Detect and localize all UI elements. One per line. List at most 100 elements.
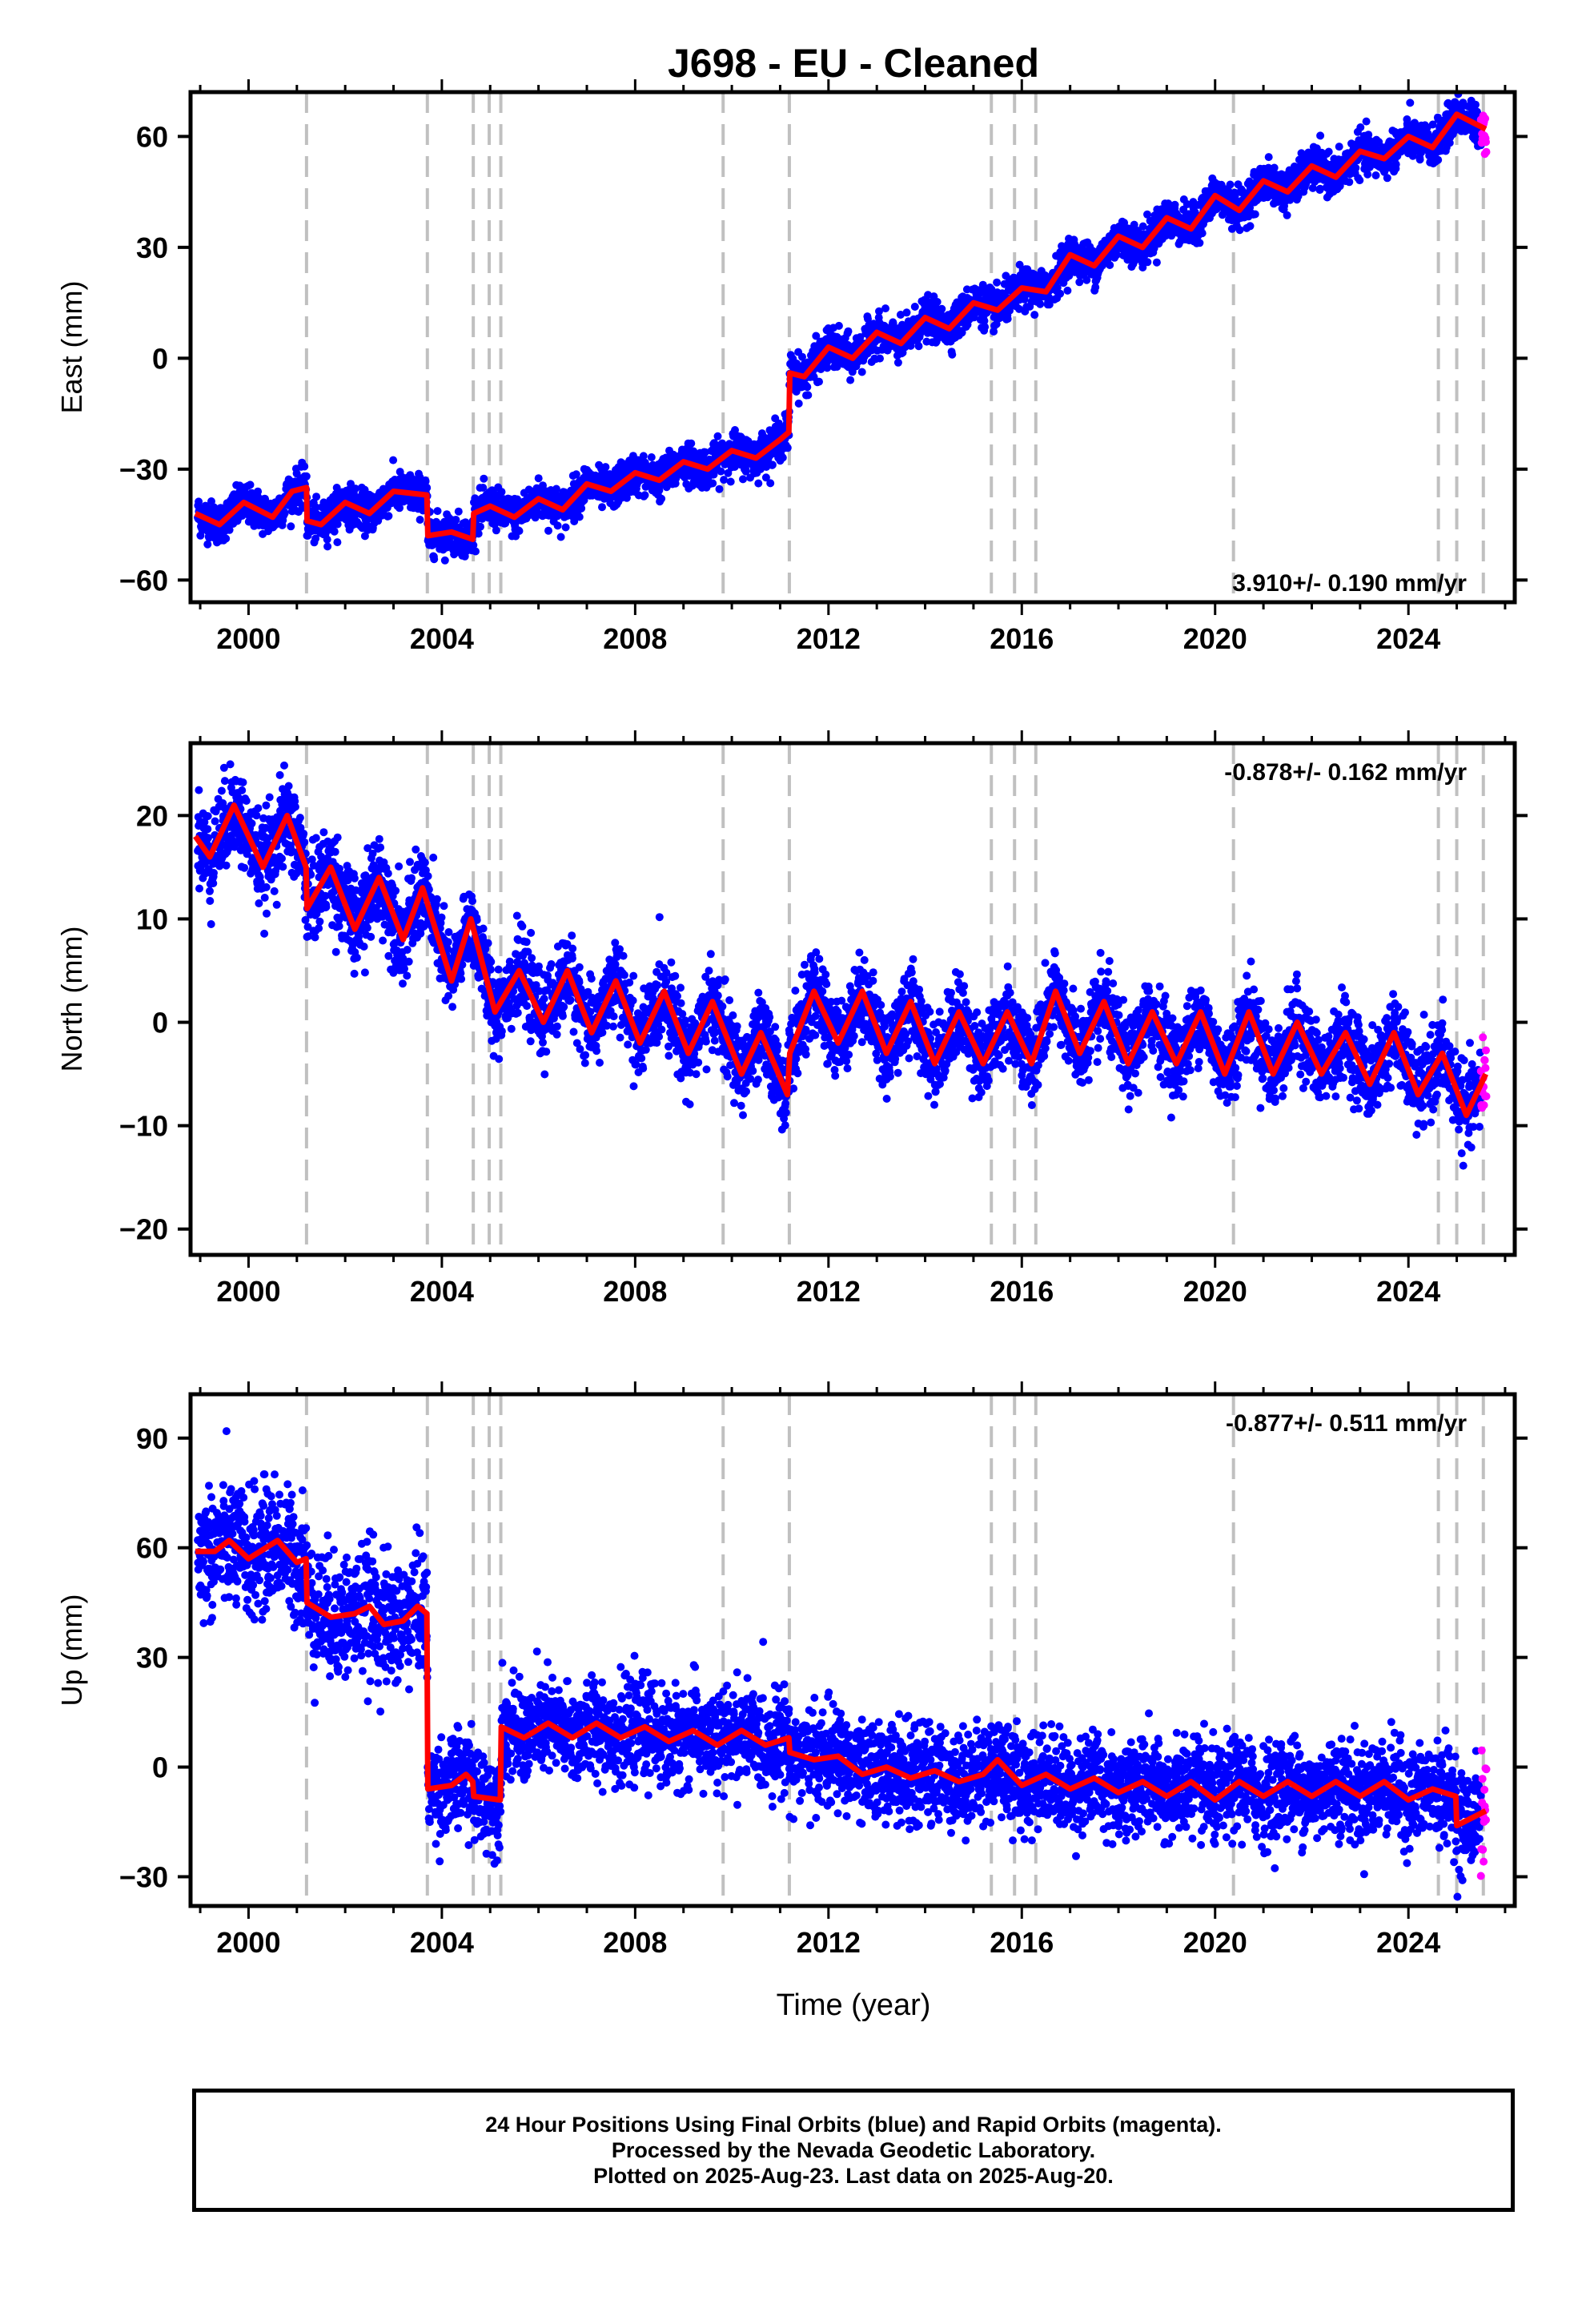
data-point	[893, 358, 902, 367]
data-point	[1406, 99, 1415, 107]
x-tick-label-east: 2020	[1183, 622, 1247, 655]
data-point	[601, 463, 610, 472]
data-point	[598, 503, 606, 512]
data-point	[454, 507, 463, 516]
x-axis-label: Time (year)	[777, 1988, 931, 2022]
x-tick-label-east: 2012	[797, 622, 861, 655]
y-tick-label-east: 0	[152, 342, 168, 375]
data-point	[876, 354, 884, 363]
data-point	[1283, 211, 1291, 219]
data-point	[713, 432, 722, 440]
data-point	[332, 484, 341, 492]
data-point	[778, 453, 787, 462]
data-point	[766, 479, 775, 488]
data-point	[1362, 117, 1371, 126]
data-point	[497, 488, 506, 497]
y-tick-label-east: 60	[136, 120, 168, 153]
data-point	[739, 475, 747, 484]
gps-timeseries-figure: J698 - EU - Cleaned Time (year) −60−3003…	[55, 41, 1528, 2022]
data-point	[195, 497, 203, 506]
data-point	[1371, 171, 1380, 179]
data-point	[1434, 155, 1443, 164]
data-point	[311, 503, 320, 512]
data-point	[203, 540, 212, 549]
data-point	[1036, 300, 1045, 308]
y-tick-label-east: 30	[136, 231, 168, 264]
data-point	[933, 298, 942, 306]
data-point	[1335, 143, 1343, 151]
y-axis-label-east: East (mm)	[55, 281, 88, 414]
data-point	[981, 323, 990, 332]
data-point	[910, 303, 919, 311]
data-point	[1063, 286, 1072, 295]
data-point	[312, 493, 321, 501]
data-point	[302, 472, 311, 480]
data-point	[687, 439, 696, 448]
data-point	[1170, 200, 1179, 209]
data-point	[857, 368, 866, 376]
data-point	[492, 526, 500, 535]
data-point	[195, 786, 203, 794]
data-point	[657, 494, 666, 503]
data-point	[993, 278, 1002, 287]
data-point	[804, 391, 813, 400]
data-point	[440, 556, 449, 565]
data-point	[544, 526, 552, 535]
data-point	[1226, 180, 1235, 189]
data-point	[476, 522, 484, 531]
data-point	[1415, 155, 1424, 164]
data-point	[834, 321, 843, 330]
data-point	[1270, 163, 1279, 172]
data-point	[1235, 226, 1244, 235]
final-orbit-points-east	[194, 90, 1485, 565]
data-point	[715, 485, 724, 493]
data-point	[881, 304, 889, 313]
data-point	[1351, 163, 1360, 172]
data-point	[768, 460, 777, 469]
rapid-point	[1481, 115, 1490, 123]
data-point	[333, 538, 342, 547]
data-point	[1246, 222, 1255, 231]
data-point	[1472, 100, 1480, 109]
x-tick-label-east: 2000	[216, 622, 280, 655]
data-point	[640, 491, 649, 500]
data-point	[720, 476, 729, 485]
data-point	[207, 497, 215, 505]
data-point	[1363, 170, 1372, 179]
data-point	[1198, 229, 1207, 238]
data-point	[323, 535, 331, 544]
y-tick-label-east: −30	[119, 453, 168, 486]
data-point	[515, 527, 524, 535]
data-point	[1056, 289, 1065, 298]
data-point	[534, 474, 543, 483]
data-point	[794, 399, 803, 408]
data-point	[1264, 153, 1273, 162]
data-point	[1030, 311, 1039, 320]
data-point	[1003, 315, 1012, 324]
data-point	[938, 304, 946, 313]
data-point	[480, 474, 488, 483]
data-point	[472, 547, 480, 556]
data-point	[225, 525, 234, 534]
x-tick-label-east: 2008	[603, 622, 667, 655]
data-point	[948, 350, 957, 359]
data-point	[1316, 131, 1325, 140]
data-point	[430, 555, 439, 564]
data-point	[1143, 258, 1152, 267]
data-point	[1345, 178, 1354, 187]
data-point	[823, 364, 832, 372]
data-point	[803, 383, 812, 392]
data-point	[452, 516, 460, 524]
data-point	[311, 534, 320, 543]
data-point	[416, 516, 424, 524]
rapid-point	[1482, 138, 1490, 147]
data-point	[203, 825, 212, 834]
data-point	[815, 377, 823, 386]
x-tick-label-east: 2004	[410, 622, 474, 655]
data-point	[556, 533, 565, 541]
data-point	[647, 453, 656, 461]
data-point	[389, 456, 398, 464]
data-point	[330, 527, 339, 536]
